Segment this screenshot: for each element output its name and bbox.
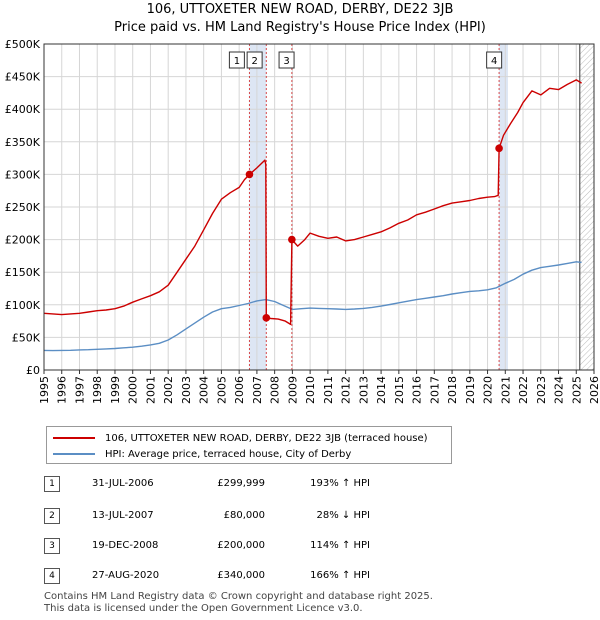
sale-marker-box [486,51,503,69]
x-tick-label: 2004 [198,376,211,404]
y-tick-label: £250K [5,201,41,214]
plot-frame [43,43,595,371]
legend-property-line [53,437,95,439]
y-tick-label: £350K [5,136,41,149]
y-tick-label: £0 [26,364,40,377]
x-tick-label: 1996 [56,376,69,404]
x-tick-label: 1997 [73,376,86,404]
x-tick-label: 1995 [38,376,51,404]
legend-property: 106, UTTOXETER NEW ROAD, DERBY, DE22 3JB… [53,430,428,446]
x-tick-label: 2012 [340,376,353,404]
x-tick-label: 1999 [109,376,122,404]
transaction-price: £299,999 [217,478,265,489]
transaction-hpi: 114% ↑ HPI [310,540,370,551]
x-tick-label: 2005 [215,376,228,404]
sale-marker-label: 1 [234,56,240,67]
y-tick-label: £200K [5,234,41,247]
x-tick-label: 2006 [233,376,246,404]
sale-marker-label: 2 [251,56,257,67]
transaction-date: 19-DEC-2008 [92,540,159,551]
footer-licence: This data is licensed under the Open Gov… [44,603,363,614]
transaction-price: £340,000 [217,570,265,581]
sale-marker-label: 4 [491,56,497,67]
legend-hpi-label: HPI: Average price, terraced house, City… [105,448,352,460]
x-tick-label: 2023 [535,376,548,404]
y-tick-label: £400K [5,103,41,116]
legend-hpi-line [53,453,95,455]
y-tick-label: £300K [5,168,41,181]
sale-marker-box [278,51,295,69]
legend-property-label: 106, UTTOXETER NEW ROAD, DERBY, DE22 3JB… [105,432,428,444]
x-tick-label: 2014 [375,376,388,404]
x-tick-label: 2022 [517,376,530,404]
x-tick-label: 2025 [570,376,583,404]
transaction-number: 4 [44,568,60,584]
y-tick-label: £100K [5,299,41,312]
sale-marker-point [495,144,503,153]
transaction-row: 2 13-JUL-2007 £80,000 28% ↓ HPI [0,508,600,528]
legend-hpi: HPI: Average price, terraced house, City… [53,446,351,462]
transaction-row: 1 31-JUL-2006 £299,999 193% ↑ HPI [0,476,600,496]
sale-marker-box [246,51,263,69]
sale-marker-point [245,170,254,179]
y-tick-label: £50K [12,331,41,344]
x-tick-label: 2015 [393,376,406,404]
transaction-row: 4 27-AUG-2020 £340,000 166% ↑ HPI [0,568,600,588]
x-tick-label: 2002 [162,376,175,404]
y-tick-label: £150K [5,266,41,279]
x-tick-label: 2017 [428,376,441,404]
legend: 106, UTTOXETER NEW ROAD, DERBY, DE22 3JB… [46,426,452,464]
transaction-number: 3 [44,538,60,554]
x-tick-label: 2018 [446,376,459,404]
x-tick-label: 2026 [588,376,600,404]
transaction-number: 2 [44,508,60,524]
x-tick-label: 2000 [127,376,140,404]
x-tick-label: 2011 [322,376,335,404]
x-tick-label: 2001 [144,376,157,404]
x-tick-label: 2021 [499,376,512,404]
x-tick-label: 2008 [269,376,282,404]
x-tick-label: 1998 [91,376,104,404]
transaction-date: 27-AUG-2020 [92,570,160,581]
x-tick-label: 2013 [357,376,370,404]
x-tick-label: 2010 [304,376,317,404]
x-tick-label: 2007 [251,376,264,404]
x-tick-label: 2003 [180,376,193,404]
transaction-date: 13-JUL-2007 [92,510,154,521]
sale-marker-point [262,314,271,322]
x-tick-label: 2024 [553,376,566,404]
transaction-hpi: 166% ↑ HPI [310,570,370,581]
transaction-price: £80,000 [223,510,265,521]
sale-marker-point [288,235,296,244]
chart-title: 106, UTTOXETER NEW ROAD, DERBY, DE22 3JB [146,2,454,17]
x-tick-label: 2020 [482,376,495,404]
transaction-row: 3 19-DEC-2008 £200,000 114% ↑ HPI [0,538,600,558]
y-tick-label: £500K [5,38,41,51]
transaction-number: 1 [44,476,60,492]
property-price-line [43,79,582,326]
hpi-line [43,261,582,352]
sale-marker-label: 3 [283,56,289,67]
footer-copyright: Contains HM Land Registry data © Crown c… [44,591,433,602]
transaction-price: £200,000 [217,540,265,551]
x-tick-label: 2019 [464,376,477,404]
sale-marker-box [228,51,245,69]
y-tick-label: £450K [5,71,41,84]
x-tick-label: 2009 [286,376,299,404]
transaction-date: 31-JUL-2006 [92,478,154,489]
x-tick-label: 2016 [411,376,424,404]
chart-subtitle: Price paid vs. HM Land Registry's House … [114,20,486,35]
transaction-hpi: 28% ↓ HPI [316,510,370,521]
transaction-hpi: 193% ↑ HPI [310,478,370,489]
